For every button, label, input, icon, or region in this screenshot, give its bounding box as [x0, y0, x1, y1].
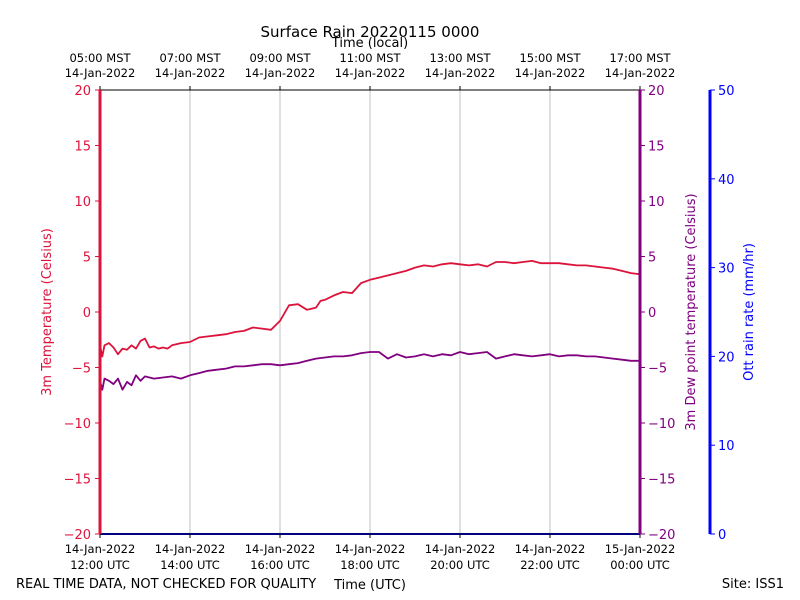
left-tick-label: 0: [83, 306, 91, 321]
x-tick-label-local-date: 14-Jan-2022: [65, 66, 136, 80]
left-axis-label: 3m Temperature (Celsius): [40, 228, 55, 396]
quality-note: REAL TIME DATA, NOT CHECKED FOR QUALITY: [16, 577, 316, 592]
left-tick-label: −15: [64, 473, 91, 488]
x-tick-label-local-time: 11:00 MST: [339, 51, 401, 65]
left-tick-label: 20: [74, 84, 91, 99]
rain-tick-label: 20: [718, 350, 735, 365]
dewpoint-tick-label: 15: [648, 140, 665, 155]
dewpoint-tick-label: 10: [648, 195, 665, 210]
x-tick-label-utc-date: 14-Jan-2022: [335, 542, 406, 556]
x-tick-label-utc-time: 12:00 UTC: [70, 558, 130, 572]
x-tick-label-utc-time: 16:00 UTC: [250, 558, 310, 572]
x-tick-label-utc-time: 18:00 UTC: [340, 558, 400, 572]
rain-tick-label: 0: [718, 528, 726, 543]
x-tick-label-local-date: 14-Jan-2022: [515, 66, 586, 80]
x-tick-label-local-time: 17:00 MST: [609, 51, 671, 65]
rain-tick-label: 30: [718, 262, 735, 277]
x-tick-label-local-time: 09:00 MST: [249, 51, 311, 65]
x-tick-label-local-date: 14-Jan-2022: [155, 66, 226, 80]
x-tick-label-local-time: 07:00 MST: [159, 51, 221, 65]
left-tick-label: −10: [64, 417, 91, 432]
top-axis-label: Time (local): [331, 36, 408, 51]
left-tick-label: 10: [74, 195, 91, 210]
left-tick-label: −5: [72, 362, 91, 377]
x-tick-label-local-date: 14-Jan-2022: [245, 66, 316, 80]
x-tick-label-utc-time: 20:00 UTC: [430, 558, 490, 572]
dewpoint-tick-label: 5: [648, 251, 656, 266]
x-tick-label-utc-date: 14-Jan-2022: [65, 542, 136, 556]
x-tick-label-utc-time: 14:00 UTC: [160, 558, 220, 572]
left-tick-label: 15: [74, 140, 91, 155]
x-tick-label-utc-date: 15-Jan-2022: [605, 542, 676, 556]
plot-frame: [98, 89, 712, 535]
x-tick-label-utc-date: 14-Jan-2022: [245, 542, 316, 556]
rain-axis-label: Ott rain rate (mm/hr): [742, 243, 757, 381]
dewpoint-tick-label: −10: [648, 417, 675, 432]
dewpoint-tick-label: 0: [648, 306, 656, 321]
left-tick-label: −20: [64, 528, 91, 543]
dewpoint-tick-label: −15: [648, 473, 675, 488]
x-tick-label-utc-time: 00:00 UTC: [610, 558, 670, 572]
x-tick-label-utc-date: 14-Jan-2022: [515, 542, 586, 556]
left-tick-label: 5: [83, 251, 91, 266]
chart-title: Surface Rain 20220115 0000: [261, 23, 480, 41]
x-tick-label-local-time: 05:00 MST: [69, 51, 131, 65]
x-tick-label-utc-time: 22:00 UTC: [520, 558, 580, 572]
rain-tick-label: 40: [718, 173, 735, 188]
dewpoint-series-line: [99, 351, 640, 391]
x-tick-label-utc-date: 14-Jan-2022: [425, 542, 496, 556]
rain-tick-label: 50: [718, 84, 735, 99]
x-tick-label-local-time: 15:00 MST: [519, 51, 581, 65]
x-tick-label-local-date: 14-Jan-2022: [605, 66, 676, 80]
rain-tick-label: 10: [718, 439, 735, 454]
temperature-series-line: [99, 259, 641, 358]
dewpoint-axis-label: 3m Dew point temperature (Celsius): [684, 193, 699, 430]
dewpoint-tick-label: −5: [648, 362, 667, 377]
x-tick-label-local-date: 14-Jan-2022: [425, 66, 496, 80]
x-tick-label-utc-date: 14-Jan-2022: [155, 542, 226, 556]
dewpoint-tick-label: −20: [648, 528, 675, 543]
dewpoint-tick-label: 20: [648, 84, 665, 99]
site-label: Site: ISS1: [722, 577, 784, 592]
bottom-axis-label: Time (UTC): [333, 578, 406, 593]
x-tick-label-local-date: 14-Jan-2022: [335, 66, 406, 80]
grid-lines: [189, 90, 551, 534]
x-tick-label-local-time: 13:00 MST: [429, 51, 491, 65]
